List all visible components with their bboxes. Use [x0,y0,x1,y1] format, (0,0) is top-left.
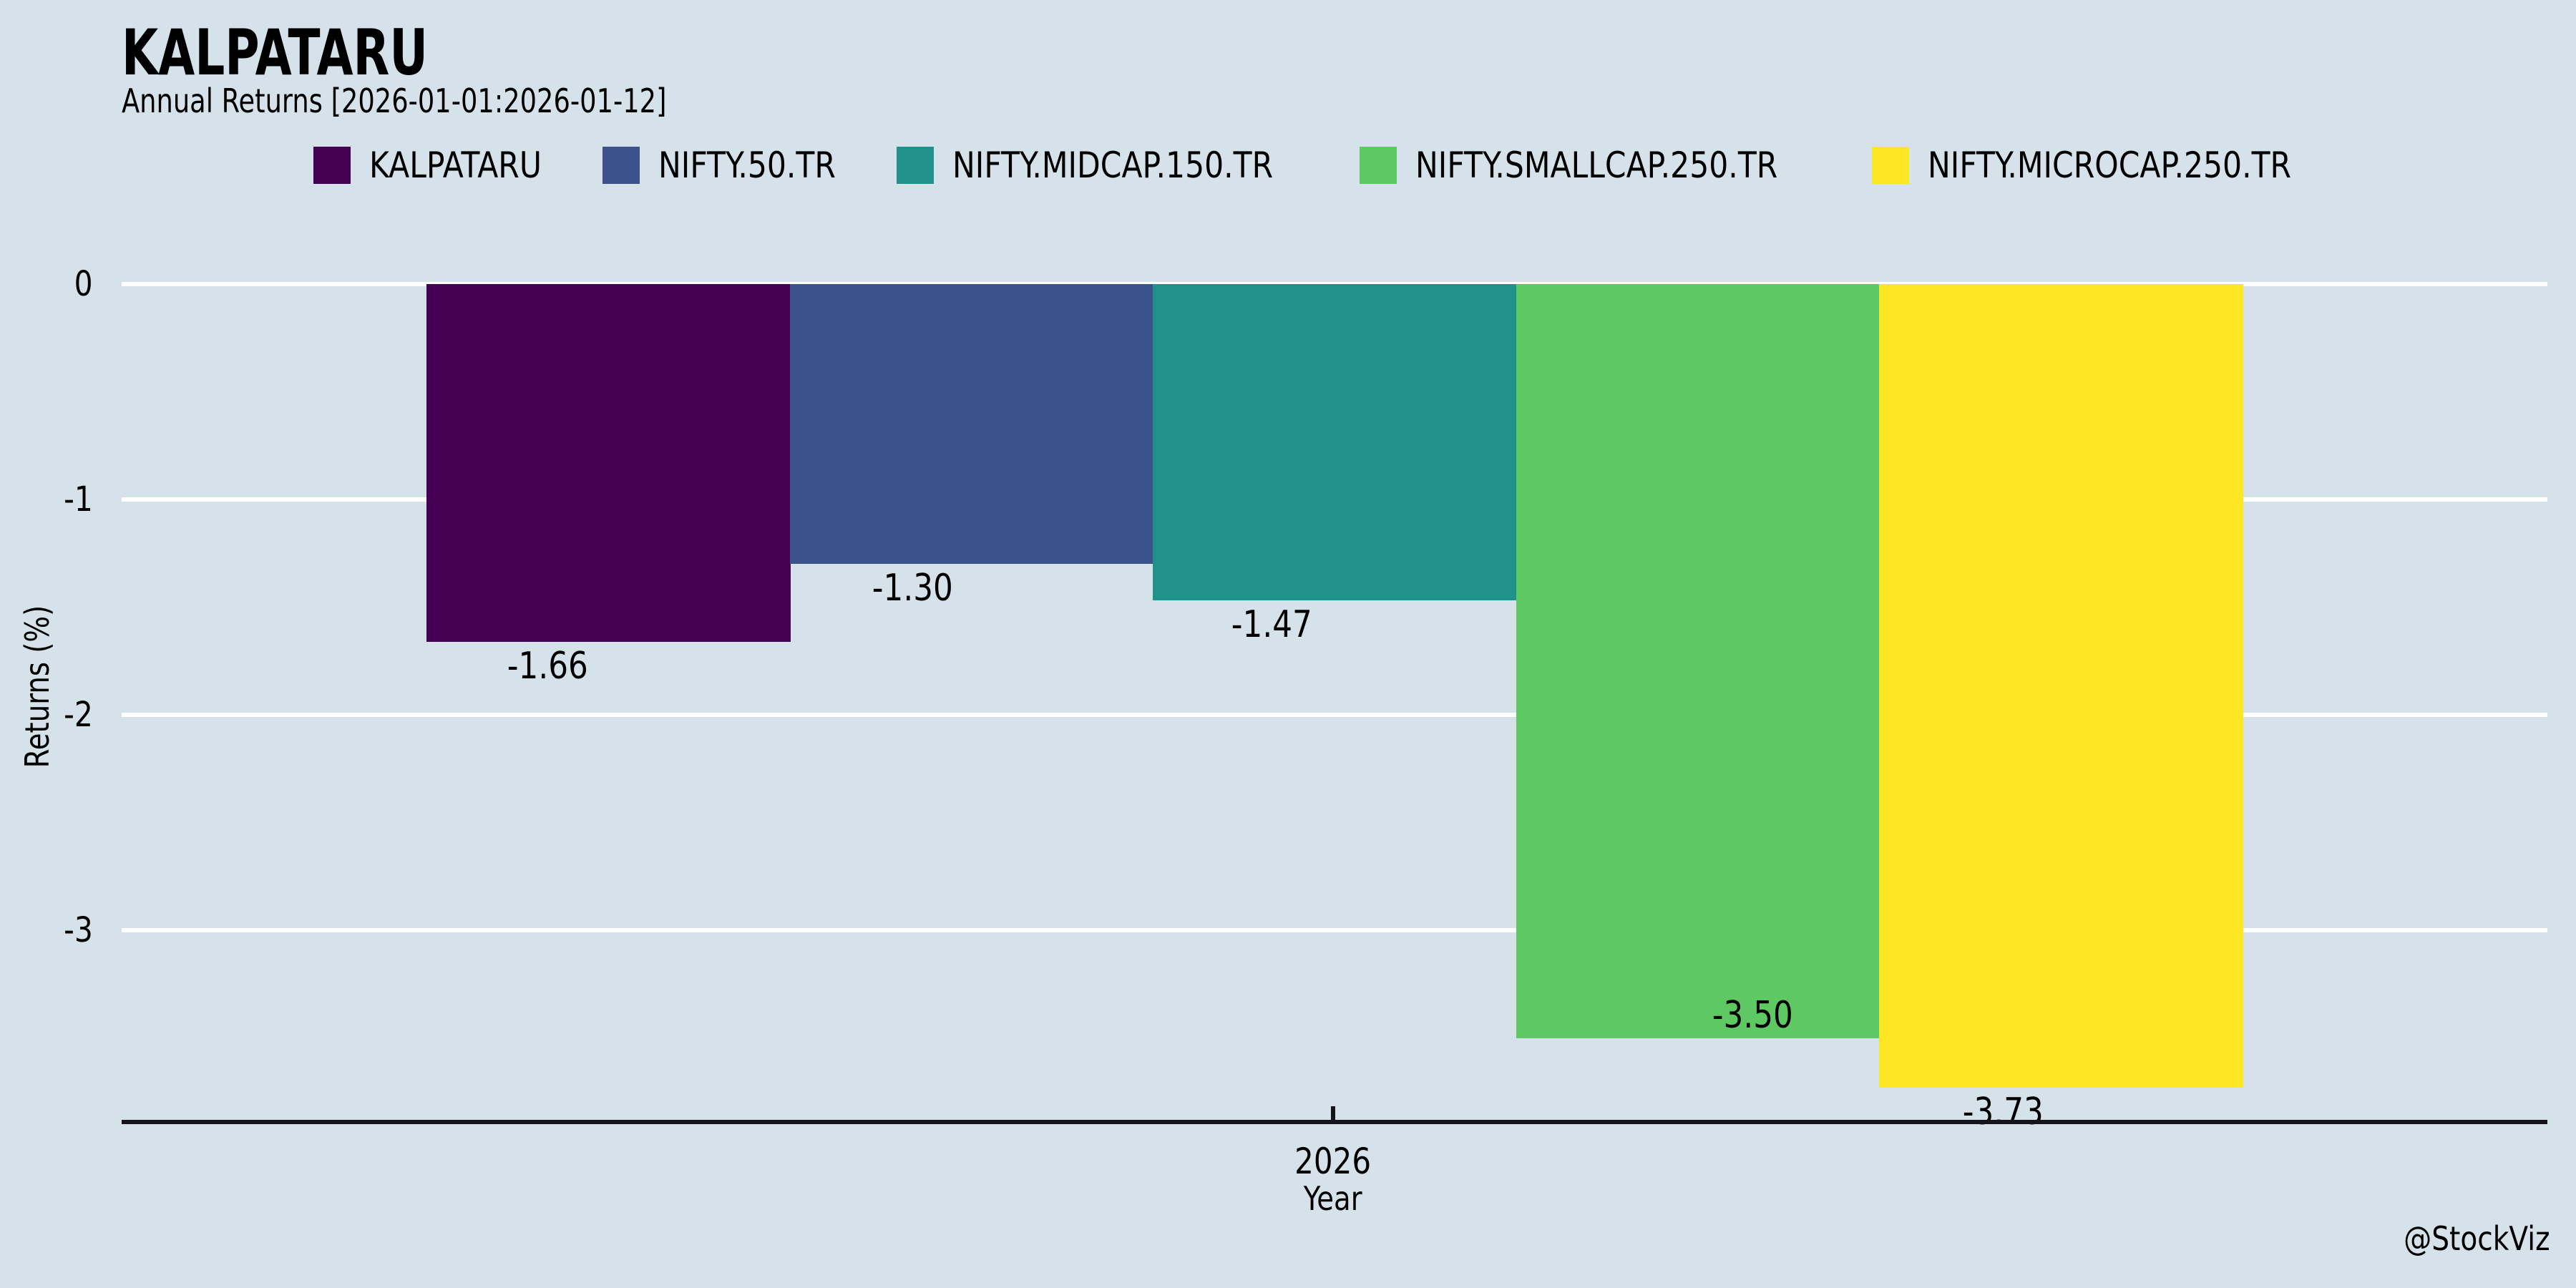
legend-item-NIFTY.50.TR: NIFTY.50.TR [602,147,867,184]
legend-label-text: NIFTY.50.TR [658,145,836,186]
y-tick-label-0: 0 [0,260,93,308]
bar-value-text: -1.30 [872,567,953,610]
bar-NIFTY.50.TR [789,284,1154,565]
y-tick-label-text: -2 [64,695,93,735]
legend-label-NIFTY.MICROCAP.250.TR: NIFTY.MICROCAP.250.TR [1928,147,2356,183]
y-tick-label--3: -3 [0,907,93,954]
x-axis-tick-mark [1331,1106,1335,1121]
bar-value-text: -3.50 [1712,993,1794,1037]
legend: KALPATARU NIFTY.50.TR NIFTY.MIDCAP.150.TR N… [122,143,2547,187]
legend-swatch-NIFTY.50.TR [602,147,640,184]
y-axis-title: Returns (%) [18,472,57,902]
gridline-y--3 [122,928,2547,932]
bar-value-text: -1.66 [507,644,588,688]
legend-item-NIFTY.SMALLCAP.250.TR: NIFTY.SMALLCAP.250.TR [1360,147,1842,184]
legend-label-text: NIFTY.MICROCAP.250.TR [1928,145,2292,186]
x-axis-title-text: Year [1304,1179,1362,1218]
y-tick-label--2: -2 [0,691,93,738]
chart-subtitle-text: Annual Returns [2026-01-01:2026-01-12] [122,82,667,120]
y-tick-label--1: -1 [0,476,93,523]
chart-subtitle: Annual Returns [2026-01-01:2026-01-12] [122,84,803,117]
chart-title: KALPATARU [122,21,530,84]
watermark-text: @StockViz [2404,1219,2550,1258]
y-tick-label-text: 0 [74,264,93,304]
legend-item-KALPATARU: KALPATARU [313,147,572,184]
legend-swatch-NIFTY.MIDCAP.150.TR [897,147,935,184]
bar-value-label-KALPATARU: -1.66 [433,645,662,688]
bar-NIFTY.MICROCAP.250.TR [1879,284,2243,1088]
bar-value-text: -3.73 [1962,1090,2044,1133]
legend-label-KALPATARU: KALPATARU [369,147,572,183]
bar-NIFTY.MIDCAP.150.TR [1153,284,1517,601]
bar-value-label-NIFTY.MIDCAP.150.TR: -1.47 [1157,603,1386,646]
bar-value-label-NIFTY.50.TR: -1.30 [798,567,1027,610]
bar-NIFTY.SMALLCAP.250.TR [1516,284,1880,1038]
legend-label-NIFTY.50.TR: NIFTY.50.TR [658,147,867,183]
bar-value-text: -1.47 [1231,603,1312,647]
gridline-y--2 [122,713,2547,717]
x-axis-line [122,1120,2547,1124]
bar-value-label-NIFTY.SMALLCAP.250.TR: -3.50 [1639,994,1868,1037]
legend-swatch-NIFTY.MICROCAP.250.TR [1872,147,1910,184]
legend-swatch-KALPATARU [313,147,351,184]
y-axis-title-text: Returns (%) [18,605,57,769]
legend-swatch-NIFTY.SMALLCAP.250.TR [1360,147,1397,184]
x-axis-tick-label-text: 2026 [1294,1141,1372,1182]
x-axis-tick-label: 2026 [1190,1142,1476,1181]
legend-label-NIFTY.MIDCAP.150.TR: NIFTY.MIDCAP.150.TR [952,147,1330,183]
x-axis-title: Year [1190,1181,1476,1217]
bar-value-label-NIFTY.MICROCAP.250.TR: -3.73 [1888,1091,2117,1133]
watermark: @StockViz [2378,1221,2550,1257]
legend-label-text: NIFTY.SMALLCAP.250.TR [1415,145,1778,186]
legend-label-text: KALPATARU [369,145,542,186]
chart-title-text: KALPATARU [122,16,428,89]
legend-item-NIFTY.MIDCAP.150.TR: NIFTY.MIDCAP.150.TR [897,147,1330,184]
legend-label-text: NIFTY.MIDCAP.150.TR [952,145,1274,186]
y-tick-label-text: -1 [64,479,93,519]
legend-label-NIFTY.SMALLCAP.250.TR: NIFTY.SMALLCAP.250.TR [1415,147,1842,183]
legend-item-NIFTY.MICROCAP.250.TR: NIFTY.MICROCAP.250.TR [1872,147,2356,184]
y-tick-label-text: -3 [64,910,93,950]
bar-KALPATARU [426,284,791,642]
